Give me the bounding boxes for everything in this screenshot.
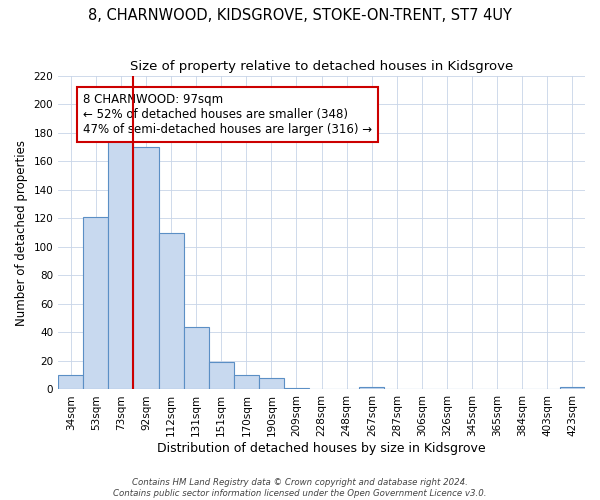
Bar xyxy=(284,388,309,390)
Bar xyxy=(234,375,259,390)
X-axis label: Distribution of detached houses by size in Kidsgrove: Distribution of detached houses by size … xyxy=(157,442,486,455)
Text: 8 CHARNWOOD: 97sqm
← 52% of detached houses are smaller (348)
47% of semi-detach: 8 CHARNWOOD: 97sqm ← 52% of detached hou… xyxy=(83,92,373,136)
Bar xyxy=(58,375,83,390)
Bar xyxy=(259,378,284,390)
Bar xyxy=(109,138,133,390)
Bar xyxy=(184,326,209,390)
Bar xyxy=(83,217,109,390)
Y-axis label: Number of detached properties: Number of detached properties xyxy=(15,140,28,326)
Bar xyxy=(560,386,585,390)
Title: Size of property relative to detached houses in Kidsgrove: Size of property relative to detached ho… xyxy=(130,60,513,73)
Bar xyxy=(158,232,184,390)
Bar xyxy=(209,362,234,390)
Bar xyxy=(359,386,385,390)
Text: Contains HM Land Registry data © Crown copyright and database right 2024.
Contai: Contains HM Land Registry data © Crown c… xyxy=(113,478,487,498)
Text: 8, CHARNWOOD, KIDSGROVE, STOKE-ON-TRENT, ST7 4UY: 8, CHARNWOOD, KIDSGROVE, STOKE-ON-TRENT,… xyxy=(88,8,512,22)
Bar xyxy=(133,147,158,390)
